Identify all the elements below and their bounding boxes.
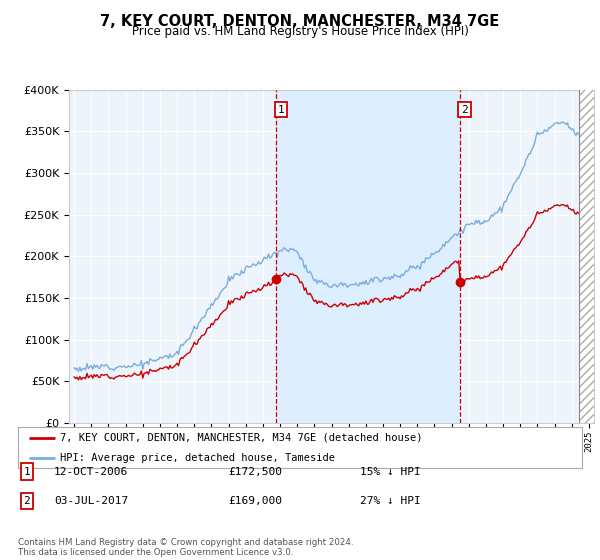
Text: Price paid vs. HM Land Registry's House Price Index (HPI): Price paid vs. HM Land Registry's House … (131, 25, 469, 38)
Text: HPI: Average price, detached house, Tameside: HPI: Average price, detached house, Tame… (60, 452, 335, 463)
Text: 03-JUL-2017: 03-JUL-2017 (54, 496, 128, 506)
Text: 7, KEY COURT, DENTON, MANCHESTER, M34 7GE (detached house): 7, KEY COURT, DENTON, MANCHESTER, M34 7G… (60, 433, 423, 443)
Text: 7, KEY COURT, DENTON, MANCHESTER, M34 7GE: 7, KEY COURT, DENTON, MANCHESTER, M34 7G… (100, 14, 500, 29)
Text: 1: 1 (23, 466, 31, 477)
Text: £169,000: £169,000 (228, 496, 282, 506)
Text: 12-OCT-2006: 12-OCT-2006 (54, 466, 128, 477)
Text: 1: 1 (277, 105, 284, 115)
Text: 2: 2 (23, 496, 31, 506)
Text: 2: 2 (461, 105, 468, 115)
Text: 15% ↓ HPI: 15% ↓ HPI (360, 466, 421, 477)
Bar (277, 90, 460, 423)
Text: £172,500: £172,500 (228, 466, 282, 477)
Text: Contains HM Land Registry data © Crown copyright and database right 2024.
This d: Contains HM Land Registry data © Crown c… (18, 538, 353, 557)
Text: 27% ↓ HPI: 27% ↓ HPI (360, 496, 421, 506)
